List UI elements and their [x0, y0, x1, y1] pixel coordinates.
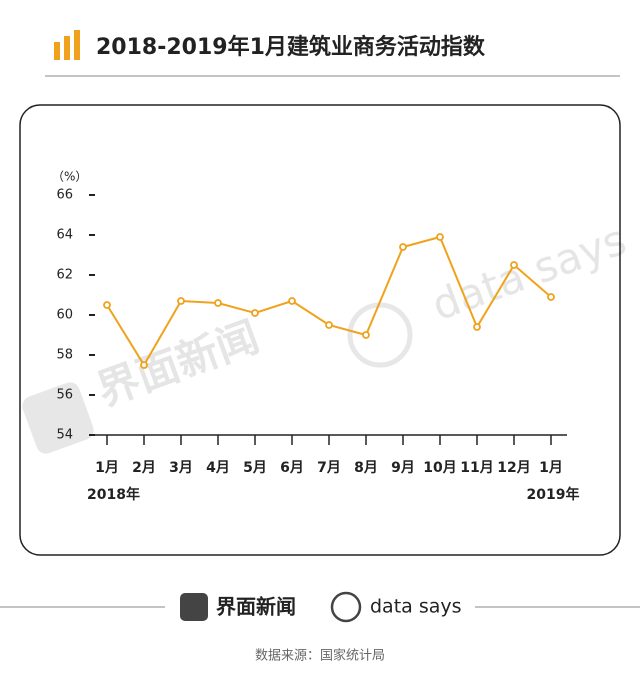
y-axis-label: （%） [52, 170, 87, 184]
data-point [214, 299, 222, 307]
x-tick-label: 8月 [354, 460, 378, 476]
data-point [436, 233, 444, 241]
x-tick-label: 4月 [206, 460, 230, 476]
chart-title: 2018-2019年1月建筑业商务活动指数 [96, 34, 486, 60]
year-label: 2018年 [87, 486, 140, 503]
data-point [140, 361, 148, 369]
data-point [399, 243, 407, 251]
brand-name: 界面新闻 [216, 595, 296, 619]
x-tick-label: 11月 [460, 460, 493, 476]
data-point [288, 297, 296, 305]
x-tick-label: 2月 [132, 460, 156, 476]
data-point [251, 309, 259, 317]
data-point [362, 331, 370, 339]
brand-logo [180, 593, 208, 621]
title-icon [54, 30, 80, 60]
y-tick-label: 56 [56, 388, 73, 403]
data-point [103, 301, 111, 309]
chart-frame [19, 104, 621, 556]
x-tick-label: 1月 [95, 460, 119, 476]
x-tick-label: 10月 [423, 460, 456, 476]
x-tick-label: 3月 [169, 460, 193, 476]
data-point [325, 321, 333, 329]
data-point [473, 323, 481, 331]
x-tick-label: 9月 [391, 460, 415, 476]
x-tick-label: 6月 [280, 460, 304, 476]
data-point [510, 261, 518, 269]
y-tick-label: 64 [56, 228, 73, 243]
x-tick-label: 12月 [497, 460, 530, 476]
data-point [177, 297, 185, 305]
y-tick-label: 54 [56, 428, 73, 443]
y-tick-label: 58 [56, 348, 73, 363]
y-tick-label: 60 [56, 308, 73, 323]
source: 数据来源：国家统计局 [255, 648, 385, 664]
brand-name: data says [370, 596, 462, 618]
x-tick-label: 7月 [317, 460, 341, 476]
y-tick-label: 62 [56, 268, 73, 283]
year-label: 2019年 [527, 486, 580, 503]
data-point [547, 293, 555, 301]
x-tick-label: 1月 [539, 460, 563, 476]
y-tick-label: 66 [56, 188, 73, 203]
x-tick-label: 5月 [243, 460, 267, 476]
brand-logo [330, 591, 362, 623]
